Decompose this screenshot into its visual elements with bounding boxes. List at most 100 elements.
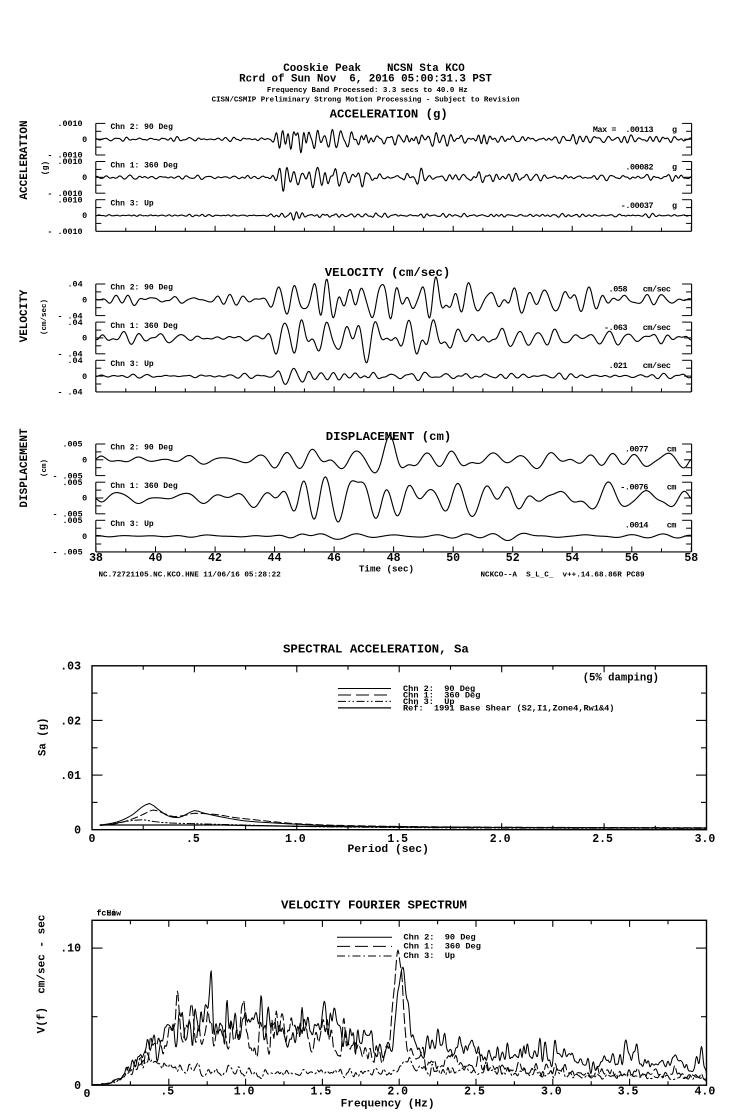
svg-text:cm/sec: cm/sec	[643, 285, 671, 295]
svg-text:.03: .03	[60, 661, 81, 674]
svg-text:.5: .5	[186, 833, 200, 846]
svg-text:CISN/CSMIP Preliminary Strong: CISN/CSMIP Preliminary Strong Motion Pro…	[212, 96, 520, 104]
svg-text:ACCELERATION: ACCELERATION	[19, 120, 31, 199]
svg-text:0: 0	[89, 833, 96, 846]
svg-text:(g): (g)	[42, 161, 51, 175]
svg-text:cm/sec: cm/sec	[643, 323, 671, 333]
svg-text:ACCELERATION (g): ACCELERATION (g)	[330, 108, 448, 122]
svg-text:- .0010: - .0010	[47, 227, 82, 237]
svg-text:-.063: -.063	[604, 323, 628, 333]
svg-text:cm: cm	[667, 445, 677, 455]
svg-text:0: 0	[82, 135, 87, 145]
svg-text:Chn 2: 90 Deg: Chn 2: 90 Deg	[404, 933, 476, 943]
svg-text:4.0: 4.0	[695, 1086, 716, 1099]
svg-text:44: 44	[268, 552, 282, 565]
svg-text:V(f) cm/sec - sec: V(f) cm/sec - sec	[37, 915, 49, 1034]
svg-text:DISPLACEMENT: DISPLACEMENT	[19, 428, 31, 508]
svg-text:(5% damping): (5% damping)	[583, 672, 659, 684]
svg-text:Chn 2: 90 Deg: Chn 2: 90 Deg	[111, 444, 174, 453]
svg-text:.5: .5	[160, 1086, 174, 1099]
svg-text:Max =: Max =	[593, 125, 617, 135]
svg-text:1.5: 1.5	[387, 833, 408, 846]
svg-text:56: 56	[625, 552, 639, 565]
svg-text:.0010: .0010	[57, 119, 82, 129]
svg-text:Chn 2: 90 Deg: Chn 2: 90 Deg	[403, 684, 475, 694]
svg-text:2.0: 2.0	[387, 1086, 408, 1099]
svg-text:Time (sec): Time (sec)	[359, 564, 414, 575]
svg-text:.01: .01	[60, 770, 81, 783]
svg-text:.04: .04	[68, 318, 83, 328]
svg-text:1.0: 1.0	[285, 833, 306, 846]
svg-text:Ref: 1991 Base Shear (S2,I1,Z: Ref: 1991 Base Shear (S2,I1,Zone4,Rw1&4)	[403, 703, 614, 713]
svg-text:0: 0	[82, 334, 87, 344]
svg-text:0: 0	[82, 173, 87, 183]
svg-text:.0010: .0010	[57, 195, 82, 205]
svg-text:46: 46	[327, 552, 341, 565]
svg-text:2.5: 2.5	[464, 1086, 485, 1099]
svg-text:(cm/sec): (cm/sec)	[41, 299, 49, 335]
svg-text:.00113: .00113	[625, 125, 653, 135]
svg-text:42: 42	[208, 552, 222, 565]
svg-text:0: 0	[82, 295, 87, 305]
svg-text:.058: .058	[609, 285, 628, 295]
svg-text:(cm): (cm)	[41, 459, 49, 477]
svg-text:Chn 3: Up: Chn 3: Up	[111, 360, 154, 369]
svg-text:Chn 2: 90 Deg: Chn 2: 90 Deg	[111, 284, 174, 293]
svg-text:Chn 1: 360 Deg: Chn 1: 360 Deg	[111, 482, 178, 491]
svg-text:3.5: 3.5	[618, 1086, 639, 1099]
svg-text:Frequency (Hz): Frequency (Hz)	[341, 1098, 435, 1110]
svg-text:- .04: - .04	[57, 349, 82, 359]
svg-text:VELOCITY FOURIER SPECTRUM: VELOCITY FOURIER SPECTRUM	[281, 898, 467, 912]
svg-text:fcHi: fcHi	[97, 909, 117, 919]
svg-text:.00082: .00082	[625, 162, 653, 172]
svg-text:- .0010: - .0010	[47, 151, 82, 161]
svg-text:.0010: .0010	[57, 157, 82, 167]
svg-text:.04: .04	[68, 280, 83, 290]
svg-text:Frequency Band Processed: 3.3: Frequency Band Processed: 3.3 secs to 40…	[267, 87, 468, 95]
svg-text:Chn 3: Up: Chn 3: Up	[111, 520, 154, 529]
svg-text:50: 50	[446, 552, 460, 565]
svg-text:52: 52	[506, 552, 520, 565]
svg-text:3.0: 3.0	[695, 833, 716, 846]
svg-text:g: g	[672, 201, 677, 211]
svg-text:0: 0	[74, 1080, 81, 1093]
svg-text:-.00037: -.00037	[621, 201, 654, 211]
svg-text:40: 40	[149, 552, 163, 565]
svg-text:2.0: 2.0	[490, 833, 511, 846]
svg-text:0: 0	[74, 824, 81, 837]
svg-text:1.5: 1.5	[311, 1086, 332, 1099]
svg-text:- .005: - .005	[52, 471, 82, 481]
svg-text:fcLow: fcLow	[97, 909, 122, 919]
svg-text:.04: .04	[68, 356, 83, 366]
svg-text:Chn 3: Up: Chn 3: Up	[403, 697, 455, 707]
svg-text:2.5: 2.5	[592, 833, 613, 846]
svg-text:54: 54	[565, 552, 579, 565]
svg-text:Chn 3: Up: Chn 3: Up	[111, 199, 154, 208]
svg-text:0: 0	[82, 211, 87, 221]
svg-text:cm/sec: cm/sec	[643, 361, 671, 371]
svg-text:Chn 1: 360 Deg: Chn 1: 360 Deg	[111, 322, 178, 331]
svg-text:.02: .02	[60, 715, 81, 728]
svg-text:1.0: 1.0	[234, 1086, 255, 1099]
svg-text:.0077: .0077	[625, 445, 649, 455]
svg-text:38: 38	[89, 552, 103, 565]
svg-text:0: 0	[84, 1088, 91, 1101]
svg-text:Sa (g): Sa (g)	[38, 718, 50, 756]
svg-text:VELOCITY (cm/sec): VELOCITY (cm/sec)	[325, 266, 450, 280]
svg-text:VELOCITY: VELOCITY	[19, 289, 31, 342]
svg-text:.10: .10	[60, 943, 81, 956]
svg-text:Chn 1: 360 Deg: Chn 1: 360 Deg	[404, 942, 481, 952]
svg-text:Chn 1: 360 Deg: Chn 1: 360 Deg	[403, 690, 480, 700]
svg-text:Chn 2: 90 Deg: Chn 2: 90 Deg	[111, 123, 174, 132]
svg-text:- .04: - .04	[57, 388, 82, 398]
svg-text:g: g	[672, 162, 677, 172]
svg-text:Chn 1: 360 Deg: Chn 1: 360 Deg	[111, 161, 178, 170]
svg-text:NCKCO--A S_L_C_ v++.14.68.86: NCKCO--A S_L_C_ v++.14.68.86R PC89	[481, 571, 645, 579]
svg-text:g: g	[672, 125, 677, 135]
svg-text:- .005: - .005	[52, 509, 82, 519]
svg-text:cm: cm	[667, 482, 677, 492]
svg-text:- .0010: - .0010	[47, 189, 82, 199]
svg-text:.0014: .0014	[625, 521, 649, 531]
svg-text:.005: .005	[62, 516, 82, 526]
svg-text:.021: .021	[609, 361, 628, 371]
